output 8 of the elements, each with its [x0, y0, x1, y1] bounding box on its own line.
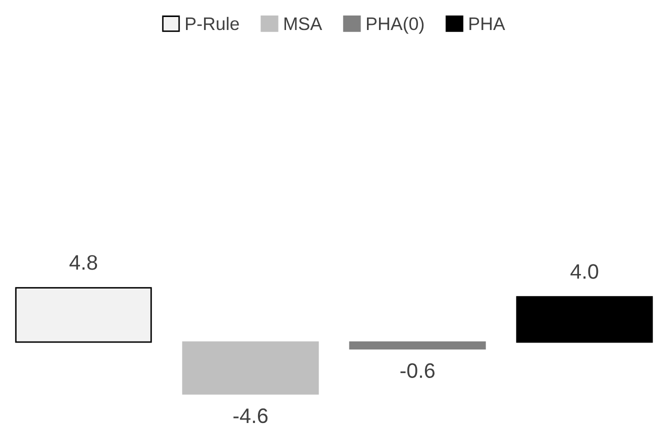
legend-label: PHA(0): [366, 16, 424, 34]
data-label: 4.0: [570, 264, 598, 279]
data-label: 4.8: [70, 255, 98, 270]
data-label: -4.6: [233, 408, 268, 424]
data-label: -0.6: [400, 363, 435, 378]
legend-label: MSA: [284, 17, 322, 30]
legend-label: PHA: [470, 18, 506, 30]
legend-label: P-Rule: [186, 16, 239, 30]
